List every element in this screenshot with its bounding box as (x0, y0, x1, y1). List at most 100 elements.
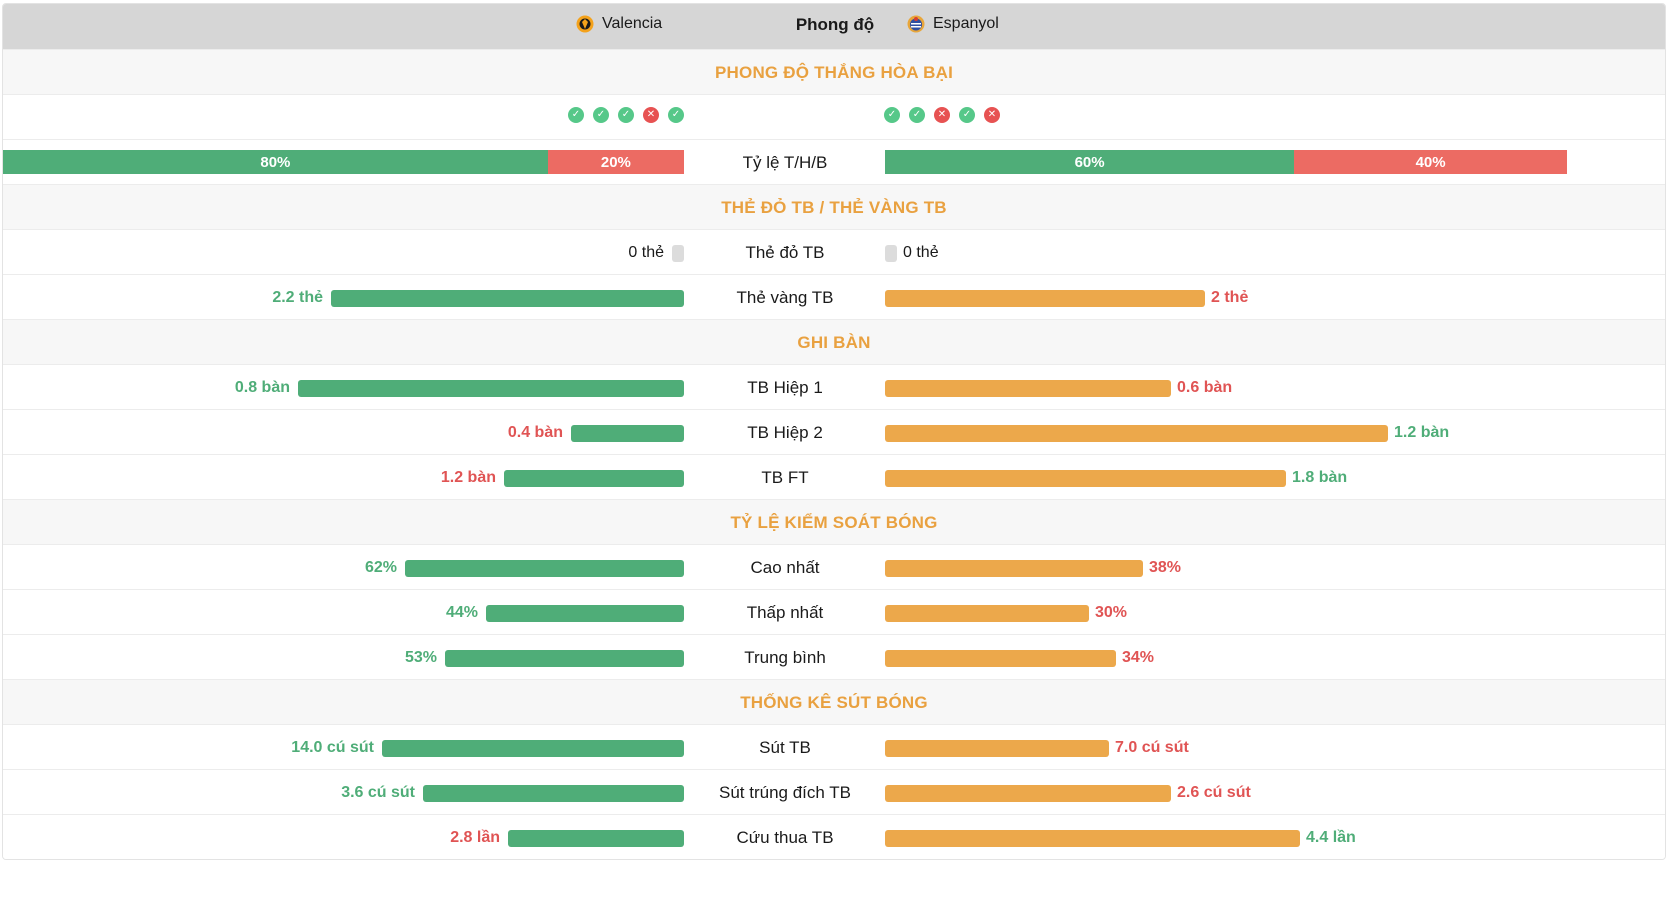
stat-label: Sút trúng đích TB (719, 783, 851, 802)
away-stat-value: 2.6 cú sút (1177, 784, 1251, 801)
away-stat-bar (885, 470, 1286, 487)
away-ratio-bar: 60% 40% (885, 150, 1567, 174)
away-stat-value: 0.6 bàn (1177, 379, 1233, 396)
home-stat-value: 14.0 cú sút (291, 739, 374, 756)
away-stat-value: 1.8 bàn (1292, 469, 1348, 486)
away-form-loss-icon: ✕ (934, 107, 950, 123)
away-form-win-icon: ✓ (959, 107, 975, 123)
home-stat-bar (331, 290, 684, 307)
stat-row-goals-ft: TB FT 1.2 bàn 1.8 bàn (3, 454, 1665, 499)
home-stat-bar (423, 785, 684, 802)
home-stat-bar (508, 830, 684, 847)
home-ratio-win-segment: 80% (3, 150, 548, 174)
away-stat-bar (885, 560, 1143, 577)
stat-row-shots: Sút TB 14.0 cú sút 7.0 cú sút (3, 724, 1665, 769)
away-form-win-icon: ✓ (909, 107, 925, 123)
stat-row-possession-max: Cao nhất 62% 38% (3, 544, 1665, 589)
away-stat-value: 7.0 cú sút (1115, 739, 1189, 756)
stat-row-possession-min: Thấp nhất 44% 30% (3, 589, 1665, 634)
home-form-badges: ✓ ✓ ✓ ✕ ✓ (568, 107, 684, 123)
ratio-row: 80% 20% Tỷ lệ T/H/B 60% 40% (3, 139, 1665, 184)
away-ratio-loss-segment: 40% (1294, 150, 1567, 174)
stat-label: Thẻ vàng TB (736, 288, 834, 307)
home-team-name: Valencia (602, 15, 663, 32)
away-stat-value: 30% (1095, 604, 1128, 621)
home-team[interactable]: Valencia (576, 15, 662, 33)
valencia-logo-icon (576, 15, 594, 33)
home-ratio-bar: 80% 20% (3, 150, 684, 174)
home-stat-value: 62% (364, 559, 397, 576)
stat-label: TB Hiệp 1 (747, 378, 823, 397)
away-stat-value: 34% (1122, 649, 1155, 666)
comparison-header: Valencia Phong độ Espanyol (3, 4, 1665, 49)
away-stat-bar (885, 425, 1388, 442)
home-form-win-icon: ✓ (593, 107, 609, 123)
home-stat-value: 1.2 bàn (440, 469, 496, 486)
stat-row-goals-half-1: TB Hiệp 1 0.8 bàn 0.6 bàn (3, 364, 1665, 409)
away-stat-value: 1.2 bàn (1394, 424, 1450, 441)
home-form-win-icon: ✓ (568, 107, 584, 123)
away-stat-bar (885, 245, 897, 262)
home-stat-value: 2.2 thẻ (272, 289, 323, 306)
home-stat-bar (382, 740, 684, 757)
away-stat-bar (885, 290, 1205, 307)
away-ratio-win-segment: 60% (885, 150, 1295, 174)
home-stat-bar (571, 425, 684, 442)
away-form-win-icon: ✓ (884, 107, 900, 123)
stat-row-saves: Cứu thua TB 2.8 lần 4.4 lần (3, 814, 1665, 859)
form-comparison-panel: Valencia Phong độ Espanyol PHONG ĐỘ THẮN… (2, 3, 1666, 860)
away-form-badges: ✓ ✓ ✕ ✓ ✕ (884, 107, 1000, 123)
form-row: ✓ ✓ ✓ ✕ ✓ ✓ ✓ ✕ ✓ ✕ (3, 94, 1665, 139)
stat-label: Cứu thua TB (736, 828, 834, 847)
away-stat-bar (885, 830, 1300, 847)
stat-row-yellow-cards: Thẻ vàng TB 2.2 thẻ 2 thẻ (3, 274, 1665, 319)
home-form-win-icon: ✓ (618, 107, 634, 123)
away-team-name: Espanyol (933, 15, 999, 32)
home-stat-value: 0.4 bàn (507, 424, 563, 441)
stat-label: TB FT (761, 468, 809, 487)
away-stat-bar (885, 380, 1171, 397)
espanyol-logo-icon (907, 15, 925, 33)
home-stat-bar (298, 380, 684, 397)
stat-row-possession-avg: Trung bình 53% 34% (3, 634, 1665, 679)
home-stat-value: 53% (404, 649, 437, 666)
home-stat-bar (486, 605, 684, 622)
away-team[interactable]: Espanyol (907, 15, 999, 33)
away-stat-value: 2 thẻ (1211, 289, 1249, 306)
away-stat-value: 38% (1149, 559, 1182, 576)
home-form-win-icon: ✓ (668, 107, 684, 123)
home-stat-value: 3.6 cú sút (341, 784, 415, 801)
home-stat-bar (504, 470, 684, 487)
section-form: PHONG ĐỘ THẮNG HÒA BẠI (3, 49, 1665, 94)
stat-row-red-cards: Thẻ đỏ TB 0 thẻ 0 thẻ (3, 229, 1665, 274)
home-stat-bar (405, 560, 684, 577)
stat-row-goals-half-2: TB Hiệp 2 0.4 bàn 1.2 bàn (3, 409, 1665, 454)
home-stat-value: 0.8 bàn (234, 379, 290, 396)
home-form-loss-icon: ✕ (643, 107, 659, 123)
stat-label: Trung bình (744, 648, 826, 667)
stat-label: Thấp nhất (746, 603, 824, 622)
away-stat-value: 0 thẻ (903, 244, 939, 261)
stat-label: Cao nhất (750, 558, 820, 577)
away-stat-bar (885, 740, 1109, 757)
section-shots: THỐNG KÊ SÚT BÓNG (3, 679, 1665, 724)
home-stat-value: 2.8 lần (450, 829, 500, 846)
section-possession: TỶ LỆ KIỂM SOÁT BÓNG (3, 499, 1665, 544)
home-stat-bar (445, 650, 684, 667)
away-form-loss-icon: ✕ (984, 107, 1000, 123)
away-stat-bar (885, 785, 1171, 802)
home-stat-bar (672, 245, 684, 262)
header-title: Phong độ (795, 15, 875, 34)
home-stat-value: 44% (445, 604, 478, 621)
stat-label: TB Hiệp 2 (747, 423, 823, 442)
away-stat-bar (885, 605, 1089, 622)
away-stat-bar (885, 650, 1116, 667)
home-ratio-loss-segment: 20% (547, 150, 684, 174)
section-cards: THẺ ĐỎ TB / THẺ VÀNG TB (3, 184, 1665, 229)
stat-label: Sút TB (759, 738, 811, 757)
away-stat-value: 4.4 lần (1306, 829, 1356, 846)
section-goals: GHI BÀN (3, 319, 1665, 364)
home-stat-value: 0 thẻ (628, 244, 664, 261)
stat-row-shots-on-target: Sút trúng đích TB 3.6 cú sút 2.6 cú sút (3, 769, 1665, 814)
ratio-label: Tỷ lệ T/H/B (742, 153, 828, 172)
